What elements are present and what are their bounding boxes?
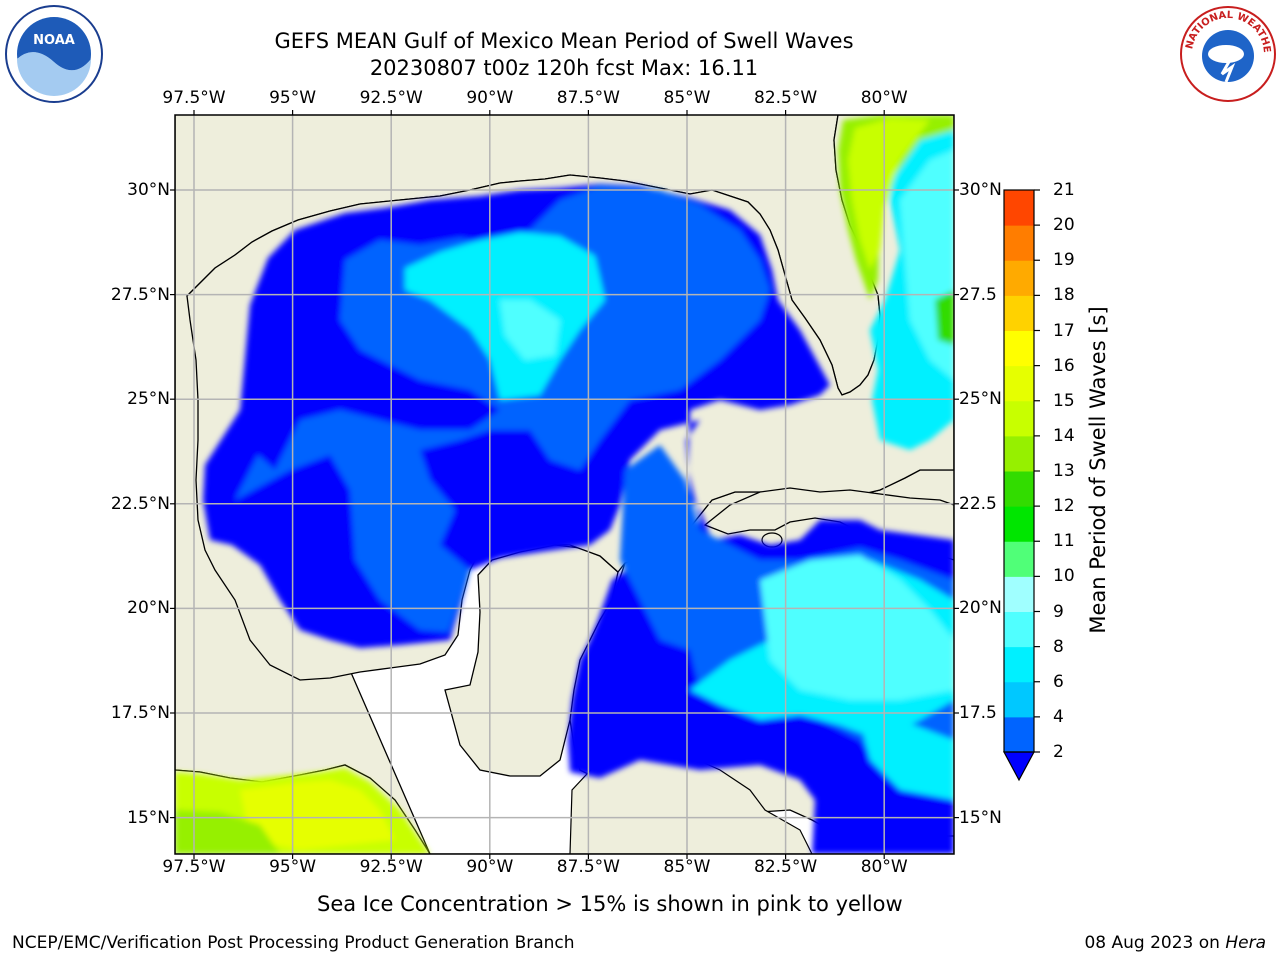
colorbar-tick-label: 14	[1053, 425, 1075, 446]
colorbar-tick-label: 12	[1053, 496, 1075, 517]
colorbar-tick-label: 15	[1053, 390, 1075, 411]
colorbar-segment	[1004, 716, 1034, 753]
colorbar-segment	[1004, 506, 1034, 542]
chart-title: GEFS MEAN Gulf of Mexico Mean Period of …	[274, 29, 854, 53]
swell-8-9s	[500, 300, 560, 360]
sea-ice-note: Sea Ice Concentration > 15% is shown in …	[317, 892, 903, 916]
date-credit: 08 Aug 2023 on Hera	[1084, 933, 1266, 953]
colorbar-tick-label: 6	[1053, 671, 1064, 692]
lat-label-right: 27.5	[959, 284, 997, 305]
lat-label-right: 22.5	[959, 493, 997, 514]
lon-label-top: 85°W	[663, 88, 711, 108]
lon-label-bottom: 80°W	[860, 857, 908, 877]
swell-11-12s-atlantic	[935, 290, 954, 345]
lat-label-right: 17.5	[959, 703, 997, 723]
run-date: 08 Aug 2023 on	[1084, 933, 1220, 953]
colorbar-segment	[1004, 435, 1034, 472]
colorbar-tick-label: 20	[1053, 215, 1075, 236]
colorbar-tick-label: 13	[1053, 461, 1075, 481]
lon-label-top: 87.5°W	[556, 88, 620, 108]
colorbar-segment	[1004, 471, 1034, 507]
colorbar-segment	[1004, 365, 1034, 402]
colorbar-under-arrow	[1002, 751, 1036, 782]
colorbar-segment	[1004, 400, 1034, 437]
colorbar-segment	[1004, 646, 1034, 683]
colorbar-segment	[1004, 541, 1034, 577]
nws-logo: NATIONAL WEATHER SERVICE	[1174, 0, 1278, 104]
lon-label-bottom: 90°W	[466, 857, 514, 877]
colorbar-tick-label: 21	[1053, 180, 1075, 200]
colorbar-tick-label: 18	[1053, 285, 1075, 306]
colorbar-tick-label: 11	[1053, 531, 1075, 552]
colorbar-tick-label: 19	[1053, 250, 1075, 271]
colorbar-tick-label: 16	[1053, 355, 1075, 376]
machine-name: Hera	[1225, 933, 1266, 953]
lon-label-bottom: 95°W	[269, 857, 317, 877]
colorbar-segment	[1004, 295, 1034, 331]
lon-label-bottom: 97.5°W	[162, 857, 226, 877]
lon-label-top: 82.5°W	[754, 88, 818, 108]
lon-label-bottom: 85°W	[663, 857, 711, 877]
colorbar-segment	[1004, 576, 1034, 612]
lat-label-left: 20°N	[127, 598, 170, 619]
colorbar-segment	[1004, 225, 1034, 261]
swell-2-4s	[235, 186, 770, 632]
lon-label-bottom: 82.5°W	[754, 857, 818, 877]
map-frame	[174, 114, 955, 855]
colorbar-label: Mean Period of Swell Waves [s]	[1086, 306, 1110, 634]
swell-13-14s-atlantic	[848, 118, 930, 270]
swell-14-15s-pacific	[240, 780, 395, 850]
org-credit: NCEP/EMC/Verification Post Processing Pr…	[12, 933, 575, 953]
swell-12-13s-pacific	[175, 810, 280, 854]
colorbar-tick-label: 17	[1053, 320, 1075, 341]
lon-label-bottom: 87.5°W	[556, 857, 620, 877]
noaa-logo: NOAA	[4, 4, 104, 104]
lat-label-left: 15°N	[127, 807, 170, 828]
lat-label-left: 30°N	[127, 180, 170, 200]
lat-label-right: 30°N	[959, 180, 1002, 200]
colorbar-tick-label: 10	[1053, 566, 1075, 587]
lat-label-left: 22.5°N	[110, 493, 170, 514]
lat-label-right: 20°N	[959, 598, 1002, 619]
lon-label-bottom: 92.5°W	[359, 857, 423, 877]
lat-label-left: 27.5°N	[110, 284, 170, 305]
lat-label-right: 25°N	[959, 389, 1002, 410]
colorbar-tick-label: 2	[1053, 742, 1064, 762]
lon-label-top: 90°W	[466, 88, 514, 108]
lat-label-left: 25°N	[127, 389, 170, 410]
colorbar-tick-label: 4	[1053, 706, 1064, 727]
colorbar-segment	[1004, 260, 1034, 296]
lat-label-left: 17.5°N	[110, 703, 170, 723]
colorbar-segment	[1004, 681, 1034, 718]
colorbar-segment	[1004, 190, 1034, 226]
chart-subtitle: 20230807 t00z 120h fcst Max: 16.11	[369, 56, 759, 80]
lon-label-top: 80°W	[860, 88, 908, 108]
colorbar-segment	[1004, 330, 1034, 367]
graticule	[175, 115, 954, 854]
lon-label-top: 97.5°W	[162, 88, 226, 108]
swell-8-9s-caribbean	[760, 555, 954, 700]
colorbar-segment	[1004, 611, 1034, 648]
colorbar-tick-label: 8	[1053, 636, 1064, 657]
lon-label-top: 92.5°W	[359, 88, 423, 108]
lon-label-top: 95°W	[269, 88, 317, 108]
colorbar-tick-label: 9	[1053, 601, 1064, 622]
lat-label-right: 15°N	[959, 807, 1002, 828]
noaa-logo-text: NOAA	[33, 33, 75, 48]
